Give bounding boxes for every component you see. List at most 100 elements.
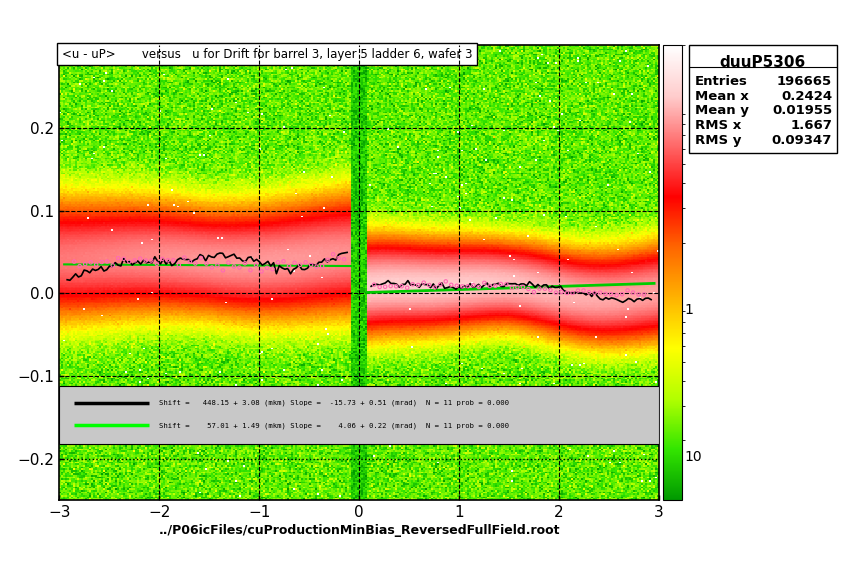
Point xyxy=(405,279,419,289)
Point xyxy=(538,284,551,293)
Point xyxy=(394,282,408,291)
Point xyxy=(216,266,230,275)
Text: 0.09347: 0.09347 xyxy=(771,134,831,147)
Text: Shift =    57.01 + 1.49 (mkm) Slope =    4.06 + 0.22 (mrad)  N = 11 prob = 0.000: Shift = 57.01 + 1.49 (mkm) Slope = 4.06 … xyxy=(159,422,509,429)
Point xyxy=(587,288,601,297)
Point xyxy=(494,279,507,289)
Point xyxy=(172,261,186,270)
Point xyxy=(631,290,645,299)
Point xyxy=(221,258,235,267)
Point xyxy=(560,289,573,298)
Point xyxy=(321,255,334,264)
Point xyxy=(450,281,463,290)
Point xyxy=(161,256,175,265)
Point xyxy=(271,258,284,267)
Point xyxy=(106,261,119,270)
Text: RMS x: RMS x xyxy=(694,119,740,132)
Point xyxy=(510,283,523,292)
Point xyxy=(592,288,606,297)
Point xyxy=(111,253,125,262)
Point xyxy=(277,257,290,266)
Point xyxy=(166,256,180,265)
Bar xyxy=(59,386,658,445)
Point xyxy=(609,291,623,300)
Point xyxy=(122,257,136,266)
Point xyxy=(614,290,628,299)
Text: Entries: Entries xyxy=(694,74,747,87)
Point xyxy=(332,254,345,263)
Text: 0.2424: 0.2424 xyxy=(780,90,831,103)
Point xyxy=(293,260,306,269)
Point xyxy=(505,283,518,292)
Point xyxy=(243,266,257,275)
Point xyxy=(427,283,441,292)
Point xyxy=(455,282,468,291)
Point xyxy=(516,282,529,291)
Point xyxy=(433,280,446,289)
Point xyxy=(299,258,312,267)
Point xyxy=(549,288,562,297)
Point xyxy=(477,278,490,287)
Point xyxy=(116,254,130,264)
Point xyxy=(472,282,485,291)
Text: 1: 1 xyxy=(684,303,693,316)
Text: 0.01955: 0.01955 xyxy=(771,104,831,116)
Point xyxy=(238,259,252,268)
Point xyxy=(89,260,103,269)
Point xyxy=(183,257,197,266)
Point xyxy=(150,259,164,268)
Point xyxy=(620,286,634,295)
Point xyxy=(411,281,425,290)
Point xyxy=(461,282,474,291)
Text: duuP5306: duuP5306 xyxy=(718,55,805,70)
Point xyxy=(304,260,317,269)
Point xyxy=(576,286,590,295)
Point xyxy=(466,281,479,290)
Point xyxy=(521,285,534,294)
Point xyxy=(282,261,295,270)
Point xyxy=(249,260,262,269)
Point xyxy=(439,277,452,286)
Text: Shift =   448.15 + 3.08 (mkm) Slope =  -15.73 + 0.51 (mrad)  N = 11 prob = 0.000: Shift = 448.15 + 3.08 (mkm) Slope = -15.… xyxy=(159,400,509,407)
Text: RMS y: RMS y xyxy=(694,134,740,147)
Point xyxy=(571,286,584,295)
Point xyxy=(372,282,386,291)
X-axis label: ../P06icFiles/cuProductionMinBias_ReversedFullField.root: ../P06icFiles/cuProductionMinBias_Revers… xyxy=(158,524,560,537)
Point xyxy=(177,253,191,262)
Point xyxy=(144,256,158,265)
Point xyxy=(554,287,567,296)
Point xyxy=(543,285,556,294)
Point xyxy=(499,280,512,289)
Point xyxy=(68,257,81,266)
Point xyxy=(598,290,612,299)
Point xyxy=(260,264,273,273)
Point xyxy=(488,281,501,290)
Point xyxy=(527,287,540,296)
Point xyxy=(205,263,219,272)
Point xyxy=(78,260,92,269)
Point xyxy=(326,250,339,259)
Point xyxy=(422,281,436,290)
Point xyxy=(532,284,545,293)
Point xyxy=(84,258,97,267)
Point xyxy=(444,281,457,290)
Point xyxy=(367,280,381,289)
Point xyxy=(100,257,114,266)
Text: Mean x: Mean x xyxy=(694,90,748,103)
Point xyxy=(199,259,213,268)
Point xyxy=(95,257,108,266)
Point xyxy=(416,278,430,287)
Text: 10: 10 xyxy=(684,450,701,464)
Text: 196665: 196665 xyxy=(776,74,831,87)
Point xyxy=(254,267,268,276)
Text: Mean y: Mean y xyxy=(694,104,748,116)
Point xyxy=(378,282,392,291)
Point xyxy=(337,254,350,264)
Point xyxy=(582,287,595,296)
Point xyxy=(133,254,147,263)
Point xyxy=(625,288,639,297)
Point xyxy=(288,258,301,268)
Point xyxy=(194,253,208,262)
Point xyxy=(310,262,323,271)
Point xyxy=(265,265,279,274)
